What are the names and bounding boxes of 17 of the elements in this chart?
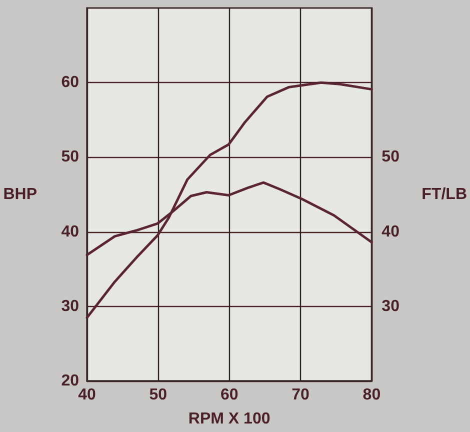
x-tick-label: 60: [220, 386, 238, 404]
y-axis-title: BHP: [3, 186, 38, 203]
y-tick-label: 60: [61, 74, 80, 92]
y2-tick-label: 30: [382, 298, 400, 315]
y-tick-label: 40: [61, 223, 80, 240]
x-tick-label: 70: [292, 386, 310, 404]
x-tick-label: 40: [78, 386, 96, 404]
y2-tick-label: 50: [382, 148, 400, 166]
line-series: [86, 81, 373, 319]
y-tick-label: 30: [61, 298, 80, 315]
x-tick-label: 80: [362, 386, 381, 404]
x-axis-title: RPM X 100: [188, 410, 270, 428]
y2-tick-label: 40: [382, 223, 400, 240]
x-tick-label: 50: [149, 386, 168, 404]
y-tick-label: 20: [61, 372, 80, 390]
y2-axis-title: FT/LB: [422, 186, 468, 203]
y-tick-label: 50: [61, 148, 80, 166]
